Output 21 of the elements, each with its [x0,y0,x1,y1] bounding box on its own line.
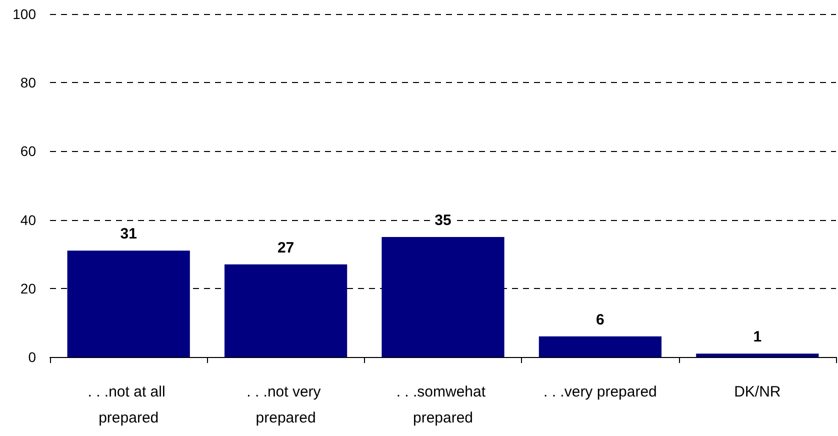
x-tick-label: . . .not very prepared [246,384,325,426]
data-label: 6 [596,311,604,328]
x-tick-label: DK/NR [734,384,781,400]
data-label: 27 [277,239,294,256]
y-tick-label: 20 [20,280,36,296]
bar [538,336,662,357]
bar [696,354,819,357]
x-tick-label: . . .very prepared [544,384,657,400]
data-label: 35 [434,212,452,229]
y-tick-label: 60 [20,143,36,160]
y-tick-label: 80 [20,74,36,91]
y-tick-label: 0 [28,349,36,365]
y-tick-label: 40 [20,212,36,228]
bar [382,236,504,357]
data-label: 1 [753,328,762,346]
bar [67,250,190,357]
x-tick-label: . . .somwehat prepared [396,384,490,426]
x-tick-label: . . .not at all prepared [88,384,170,426]
y-tick-label: 100 [12,6,36,22]
data-label: 31 [120,226,137,243]
bar [224,264,348,357]
